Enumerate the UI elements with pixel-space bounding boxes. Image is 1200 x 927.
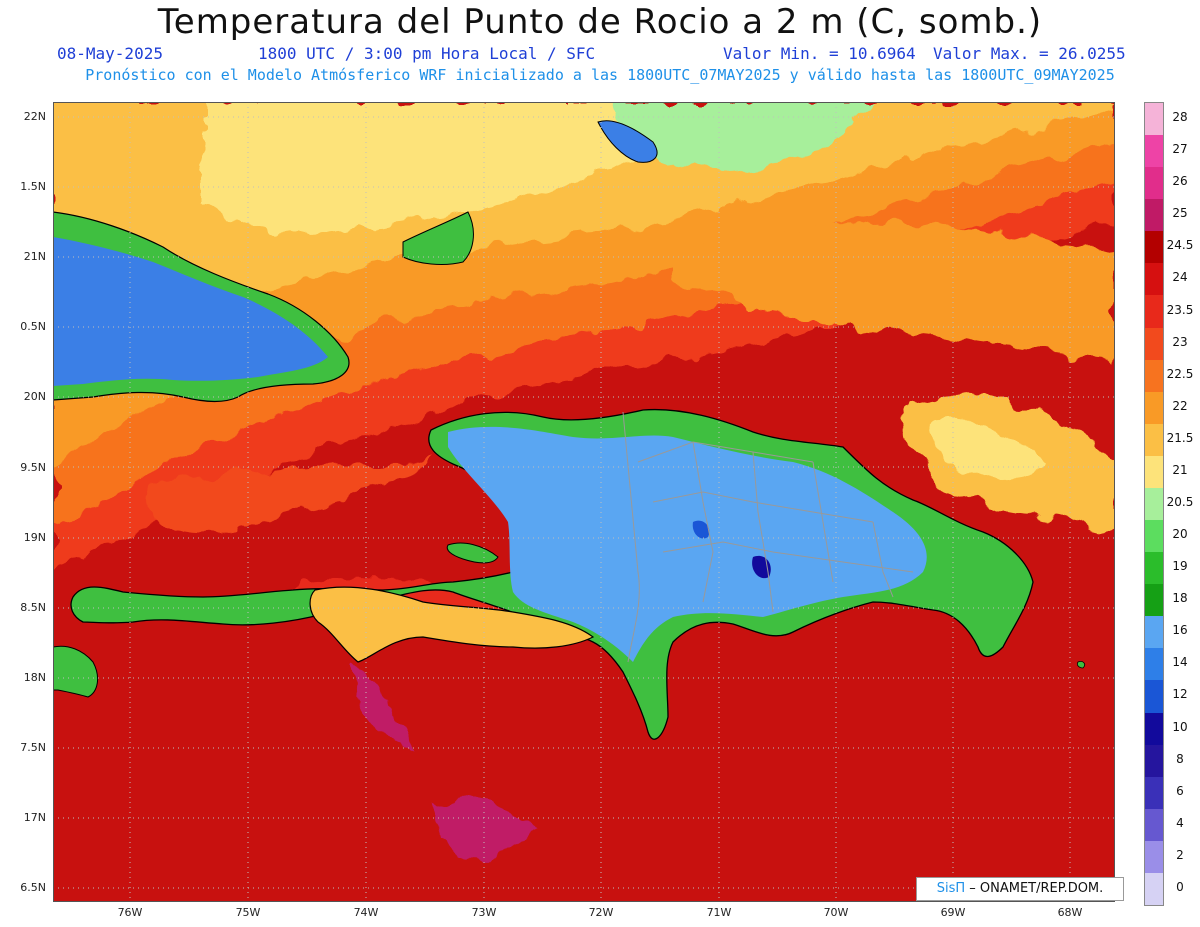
colorbar-segment	[1145, 327, 1163, 361]
colorbar-segment	[1145, 552, 1163, 585]
colorbar-segment	[1145, 680, 1163, 714]
colorbar-label: 24.5	[1166, 238, 1194, 253]
colorbar-label: 19	[1172, 559, 1188, 574]
credit-brand: SisΠ	[936, 881, 966, 896]
turks-island	[597, 120, 658, 163]
min-value: Valor Min. = 10.6964	[723, 44, 916, 63]
hispaniola-interior	[448, 426, 927, 662]
lat-label-19-5n: 9.5N	[20, 461, 46, 474]
lat-label-17-5n: 7.5N	[20, 741, 46, 754]
colorbar-segment	[1145, 776, 1163, 810]
colorbar-segment	[1145, 584, 1163, 617]
colorbar-label: 22	[1172, 398, 1188, 413]
lon-label-75w: 75W	[235, 906, 261, 919]
tiburon-peninsula	[309, 586, 595, 663]
header-info-line: 08-May-2025 1800 UTC / 3:00 pm Hora Loca…	[0, 44, 1200, 64]
credit-text: – ONAMET/REP.DOM.	[969, 881, 1104, 896]
colorbar-label: 10	[1172, 719, 1188, 734]
colorbar-segment	[1145, 648, 1163, 681]
dewpoint-map	[53, 102, 1115, 902]
landmasses	[53, 120, 1086, 740]
colorbar-segment	[1145, 840, 1163, 874]
colorbar	[1144, 102, 1164, 906]
cuba-land-interior	[53, 237, 328, 386]
map-frame	[53, 102, 1115, 902]
lat-label-22n: 22N	[23, 110, 46, 123]
mona-island	[1076, 661, 1086, 669]
lat-label-18n: 18N	[23, 671, 46, 684]
lat-label-20n: 20N	[23, 390, 46, 403]
lat-label-21-5n: 1.5N	[20, 180, 46, 193]
colorbar-label: 20	[1172, 527, 1188, 542]
colorbar-segment	[1145, 135, 1163, 168]
graticule	[53, 102, 1115, 902]
colorbar-label: 22.5	[1166, 366, 1194, 381]
colorbar-label: 21.5	[1166, 430, 1194, 445]
colorbar-segment	[1145, 712, 1163, 746]
colorbar-label: 8	[1176, 751, 1184, 766]
colorbar-segment	[1145, 263, 1163, 296]
lat-label-18-5n: 8.5N	[20, 601, 46, 614]
colorbar-label: 23.5	[1166, 302, 1194, 317]
colorbar-label: 28	[1172, 110, 1188, 125]
lon-label-72w: 72W	[588, 906, 614, 919]
lon-label-69w: 69W	[940, 906, 966, 919]
colorbar-segment	[1145, 391, 1163, 425]
colorbar-segment	[1145, 231, 1163, 264]
colorbar-segment	[1145, 808, 1163, 842]
forecast-date: 08-May-2025	[57, 44, 163, 63]
colorbar-segment	[1145, 744, 1163, 778]
colorbar-label: 24	[1172, 270, 1188, 285]
lat-label-17n: 17N	[23, 811, 46, 824]
colorbar-label: 6	[1176, 783, 1184, 798]
colorbar-segment	[1145, 423, 1163, 457]
colorbar-segment	[1145, 199, 1163, 232]
colorbar-label: 20.5	[1166, 495, 1194, 509]
colorbar-label: 14	[1172, 655, 1188, 670]
colorbar-segment	[1145, 872, 1163, 906]
credit-box: SisΠ – ONAMET/REP.DOM.	[916, 877, 1124, 901]
province-boundaries	[622, 411, 914, 663]
dewpoint-contours	[53, 102, 1115, 856]
colorbar-label: 21	[1172, 462, 1188, 477]
colorbar-segment	[1145, 295, 1163, 329]
jamaica-land	[53, 645, 99, 698]
model-info: Pronóstico con el Modelo Atmósferico WRF…	[85, 66, 1115, 84]
colorbar-label: 25	[1172, 206, 1188, 221]
lat-label-20-5n: 0.5N	[20, 320, 46, 333]
max-value: Valor Max. = 26.0255	[933, 44, 1126, 63]
colorbar-segment	[1145, 616, 1163, 649]
dark-blue-highland-1	[692, 520, 710, 539]
colorbar-label: 2	[1176, 847, 1184, 862]
colorbar-segment	[1145, 455, 1163, 489]
lon-label-76w: 76W	[117, 906, 143, 919]
colorbar-segment	[1145, 520, 1163, 553]
colorbar-segment	[1145, 103, 1163, 136]
lat-label-21n: 21N	[23, 250, 46, 263]
colorbar-label: 16	[1172, 623, 1188, 638]
colorbar-label: 23	[1172, 334, 1188, 349]
lon-label-71w: 71W	[706, 906, 732, 919]
colorbar-label: 4	[1176, 815, 1184, 830]
colorbar-segment	[1145, 487, 1163, 521]
lon-label-70w: 70W	[823, 906, 849, 919]
lat-label-19n: 19N	[23, 531, 46, 544]
colorbar-segment	[1145, 167, 1163, 200]
colorbar-segment	[1145, 359, 1163, 393]
lat-label-16-5n: 6.5N	[20, 881, 46, 894]
colorbar-label: 27	[1172, 142, 1188, 157]
colorbar-label: 18	[1172, 591, 1188, 606]
lon-label-74w: 74W	[353, 906, 379, 919]
lon-label-73w: 73W	[471, 906, 497, 919]
forecast-time: 1800 UTC / 3:00 pm Hora Local / SFC	[258, 44, 596, 63]
map-title: Temperatura del Punto de Rocio a 2 m (C,…	[157, 2, 1043, 42]
lon-label-68w: 68W	[1057, 906, 1083, 919]
colorbar-label: 12	[1172, 687, 1188, 702]
inagua-island	[402, 211, 474, 265]
colorbar-label: 0	[1176, 879, 1184, 894]
colorbar-label: 26	[1172, 174, 1188, 189]
